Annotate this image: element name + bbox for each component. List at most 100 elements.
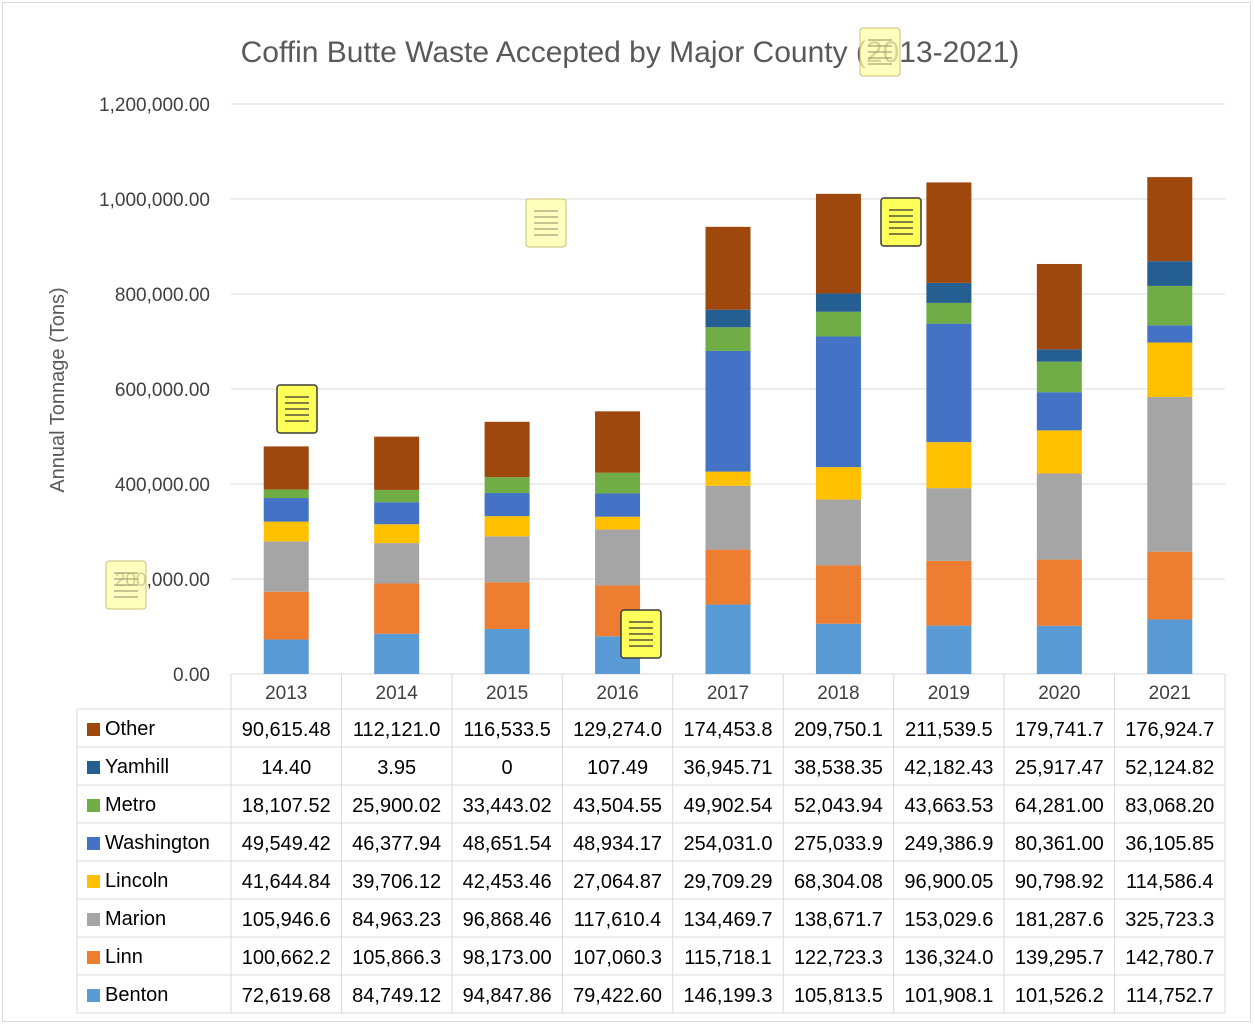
bar-segment-metro-2021 [1147, 285, 1193, 326]
y-axis-title: Annual Tonnage (Tons) [47, 287, 69, 492]
comment-note-icon[interactable] [105, 560, 147, 610]
x-tick-label: 2014 [376, 683, 419, 704]
table-cell: 29,709.29 [684, 871, 773, 893]
table-cell: 136,324.0 [904, 947, 993, 969]
table-cell: 18,107.52 [242, 795, 331, 817]
x-tick-label: 2019 [928, 683, 970, 704]
legend-key-linn [87, 951, 100, 964]
bar-segment-yamhill-2020 [1036, 349, 1082, 362]
comment-note-icon[interactable] [525, 198, 567, 248]
bar-segment-other-2016 [595, 411, 641, 473]
bar-segment-yamhill-2019 [926, 282, 972, 303]
bar-segment-benton-2019 [926, 625, 972, 674]
bar-segment-other-2015 [484, 421, 530, 478]
table-cell: 68,304.08 [794, 871, 883, 893]
table-cell: 249,386.9 [904, 833, 993, 855]
table-cell: 211,539.5 [905, 719, 993, 741]
bar-segment-other-2018 [815, 193, 861, 294]
bar-segment-washington-2021 [1147, 325, 1193, 343]
table-cell: 25,900.02 [352, 795, 441, 817]
legend-key-yamhill [87, 761, 100, 774]
comment-notes[interactable] [105, 27, 922, 659]
x-tick-label: 2016 [596, 683, 638, 704]
table-cell: 49,549.42 [242, 833, 331, 855]
bar-segment-marion-2015 [484, 536, 530, 583]
table-cell: 39,706.12 [352, 871, 441, 893]
table-cell: 80,361.00 [1015, 833, 1104, 855]
table-cell: 90,615.48 [242, 719, 331, 741]
table-cell: 36,945.71 [684, 757, 773, 779]
bar-segment-washington-2015 [484, 493, 530, 517]
bar-segment-other-2019 [926, 182, 972, 283]
bar-segment-lincoln-2018 [815, 467, 861, 500]
bar-segment-marion-2014 [374, 543, 420, 584]
table-cell: 176,924.7 [1125, 719, 1214, 741]
bar-segment-linn-2013 [263, 591, 309, 640]
x-tick-label: 2018 [817, 683, 859, 704]
table-cell: 84,963.23 [352, 909, 441, 931]
bar-segment-yamhill-2021 [1147, 261, 1193, 286]
legend-label: Other [105, 718, 155, 740]
table-cell: 101,526.2 [1015, 985, 1104, 1007]
bar-segment-lincoln-2021 [1147, 342, 1193, 397]
table-cell: 3.95 [377, 757, 416, 779]
table-cell: 96,868.46 [463, 909, 552, 931]
bar-segment-lincoln-2015 [484, 516, 530, 537]
bar-segment-other-2014 [374, 436, 420, 490]
table-cell: 181,287.6 [1015, 909, 1104, 931]
table-cell: 83,068.20 [1125, 795, 1214, 817]
table-cell: 129,274.0 [573, 719, 662, 741]
table-cell: 107,060.3 [573, 947, 662, 969]
bar-segment-benton-2015 [484, 628, 530, 674]
table-cell: 114,752.7 [1126, 985, 1214, 1007]
table-cell: 38,538.35 [794, 757, 883, 779]
table-cell: 139,295.7 [1015, 947, 1104, 969]
comment-note-icon[interactable] [880, 197, 922, 247]
bar-segment-metro-2014 [374, 489, 420, 503]
chart-title: Coffin Butte Waste Accepted by Major Cou… [241, 36, 1020, 69]
comment-note-icon[interactable] [859, 27, 901, 77]
table-cell: 43,504.55 [573, 795, 662, 817]
table-cell: 101,908.1 [904, 985, 993, 1007]
table-cell: 209,750.1 [794, 719, 883, 741]
bar-segment-washington-2013 [263, 498, 309, 522]
comment-note-icon[interactable] [276, 384, 318, 434]
table-cell: 52,124.82 [1125, 757, 1214, 779]
bar-segment-lincoln-2013 [263, 521, 309, 542]
legend-key-washington [87, 837, 100, 850]
legend-label: Washington [105, 832, 210, 854]
bar-segment-marion-2019 [926, 488, 972, 561]
bar-segment-other-2020 [1036, 263, 1082, 350]
y-tick-label: 600,000.00 [115, 380, 210, 401]
bar-segment-metro-2015 [484, 477, 530, 494]
table-cell: 254,031.0 [684, 833, 773, 855]
y-tick-label: 800,000.00 [115, 285, 210, 306]
table-cell: 153,029.6 [904, 909, 993, 931]
bar-segment-other-2021 [1147, 177, 1193, 262]
legend-key-lincoln [87, 875, 100, 888]
table-cell: 33,443.02 [463, 795, 552, 817]
table-cell: 116,533.5 [463, 719, 551, 741]
bar-segment-washington-2014 [374, 502, 420, 525]
legend-label: Yamhill [105, 756, 169, 778]
x-tick-label: 2021 [1149, 683, 1191, 704]
table-cell: 105,946.6 [242, 909, 331, 931]
bar-segment-yamhill-2018 [815, 293, 861, 312]
y-tick-label: 1,000,000.00 [99, 190, 210, 211]
table-cell: 42,453.46 [463, 871, 552, 893]
bar-segment-linn-2020 [1036, 559, 1082, 626]
bar-segment-benton-2018 [815, 623, 861, 674]
legend-label: Linn [105, 946, 143, 968]
table-cell: 25,917.47 [1015, 757, 1104, 779]
table-cell: 107.49 [587, 757, 648, 779]
table-cell: 134,469.7 [684, 909, 773, 931]
table-cell: 98,173.00 [463, 947, 552, 969]
table-cell: 174,453.8 [684, 719, 773, 741]
table-cell: 43,663.53 [904, 795, 993, 817]
table-cell: 49,902.54 [684, 795, 773, 817]
bar-segment-linn-2018 [815, 565, 861, 624]
x-tick-label: 2015 [486, 683, 528, 704]
bar-segment-linn-2021 [1147, 551, 1193, 620]
comment-note-icon[interactable] [620, 609, 662, 659]
